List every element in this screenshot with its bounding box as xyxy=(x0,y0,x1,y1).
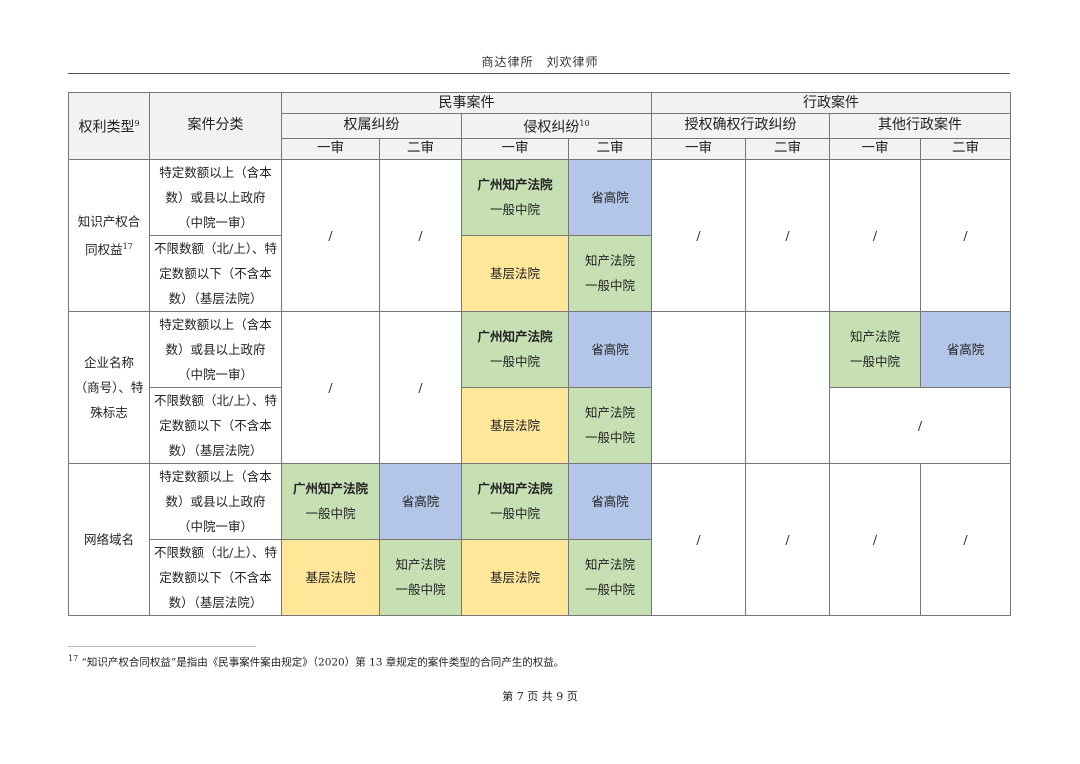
right-type-cell: 企业名称（商号）、特殊标志 xyxy=(68,310,150,464)
table-row: 不限数额（北/上）、特定数额以下（不含本数）（基层法院） 基层法院 知产法院 一般… xyxy=(69,234,1011,312)
header-second: 二审 xyxy=(920,137,1011,160)
case-class-above: 特定数额以上（含本数）或县以上政府（中院一审） xyxy=(149,462,282,540)
header-second: 二审 xyxy=(745,137,830,160)
cell-slash: / xyxy=(745,158,830,312)
header-first: 一审 xyxy=(651,137,746,160)
table-row: 不限数额（北/上）、特定数额以下（不含本数）（基层法院） 基层法院 知产法院 一般… xyxy=(69,538,1011,616)
right-type-cell: 网络域名 xyxy=(68,462,150,616)
table-row: 知识产权合同权益17 特定数额以上（含本数）或县以上政府（中院一审） / / 广… xyxy=(68,158,1011,312)
cell-slash: / xyxy=(920,158,1011,312)
footnote-divider xyxy=(68,646,256,647)
case-class-above: 特定数额以上（含本数）或县以上政府（中院一审） xyxy=(149,310,282,388)
cell-slash: / xyxy=(281,158,380,312)
case-class-below: 不限数额（北/上）、特定数额以下（不含本数）（基层法院） xyxy=(149,538,282,616)
right-type-cell: 知识产权合同权益17 xyxy=(68,158,150,312)
cell-court: 基层法院 xyxy=(281,538,380,616)
cell-court: 省高院 xyxy=(920,310,1011,388)
cell-court: 广州知产法院 一般中院 xyxy=(461,158,569,236)
case-class-below: 不限数额（北/上）、特定数额以下（不含本数）（基层法院） xyxy=(149,234,282,312)
header-divider xyxy=(68,73,1010,74)
cell-court: 省高院 xyxy=(568,158,652,236)
header-first: 一审 xyxy=(281,137,380,160)
cell-court: 知产法院 一般中院 xyxy=(568,234,652,312)
case-class-above: 特定数额以上（含本数）或县以上政府（中院一审） xyxy=(149,158,282,236)
cell-court: 省高院 xyxy=(568,310,652,388)
header-admin: 行政案件 xyxy=(651,92,1011,114)
table-row: 网络域名 特定数额以上（含本数）或县以上政府（中院一审） 广州知产法院 一般中院 … xyxy=(68,462,1011,616)
cell-slash: / xyxy=(379,310,462,464)
header-grant: 授权确权行政纠纷 xyxy=(651,113,830,139)
cell-empty xyxy=(651,310,746,464)
table-row: 不限数额（北/上）、特定数额以下（不含本数）（基层法院） 基层法院 知产法院 一般… xyxy=(69,386,1011,464)
cell-slash: / xyxy=(920,462,1011,616)
cell-slash: / xyxy=(651,158,746,312)
header-other-admin: 其他行政案件 xyxy=(829,113,1011,139)
cell-court: 广州知产法院 一般中院 xyxy=(461,462,569,540)
cell-court: 广州知产法院 一般中院 xyxy=(461,310,569,388)
cell-slash: / xyxy=(379,158,462,312)
page-header: 商达律所 刘欢律师 xyxy=(481,55,599,69)
cell-slash: / xyxy=(651,462,746,616)
header-first: 一审 xyxy=(829,137,921,160)
cell-court: 省高院 xyxy=(379,462,462,540)
cell-court: 知产法院 一般中院 xyxy=(568,386,652,464)
cell-empty xyxy=(745,310,830,464)
cell-court: 知产法院 一般中院 xyxy=(568,538,652,616)
page-number: 第 7 页 共 9 页 xyxy=(502,690,578,703)
cell-slash: / xyxy=(281,310,380,464)
cell-court: 知产法院 一般中院 xyxy=(379,538,462,616)
jurisdiction-table: 权利类型9 案件分类 民事案件 行政案件 权属纠纷 侵权纠纷10 授权确权行政纠… xyxy=(68,92,1011,616)
cell-court: 省高院 xyxy=(568,462,652,540)
cell-court: 基层法院 xyxy=(461,386,569,464)
cell-court: 知产法院 一般中院 xyxy=(829,310,921,388)
header-first: 一审 xyxy=(461,137,569,160)
header-second: 二审 xyxy=(379,137,462,160)
cell-court: 基层法院 xyxy=(461,538,569,616)
cell-court: 广州知产法院 一般中院 xyxy=(281,462,380,540)
cell-slash: / xyxy=(829,386,1011,464)
header-civil: 民事案件 xyxy=(281,92,652,114)
header-case-class: 案件分类 xyxy=(149,92,282,160)
header-second: 二审 xyxy=(568,137,652,160)
cell-slash: / xyxy=(829,462,921,616)
header-infringement: 侵权纠纷10 xyxy=(461,113,652,139)
cell-slash: / xyxy=(829,158,921,312)
cell-court: 基层法院 xyxy=(461,234,569,312)
case-class-below: 不限数额（北/上）、特定数额以下（不含本数）（基层法院） xyxy=(149,386,282,464)
header-right-type: 权利类型9 xyxy=(68,92,150,160)
cell-slash: / xyxy=(745,462,830,616)
table-row: 企业名称（商号）、特殊标志 特定数额以上（含本数）或县以上政府（中院一审） / … xyxy=(68,310,1011,464)
footnote: 17 “知识产权合同权益”是指由《民事案件案由规定》（2020）第 13 章规定… xyxy=(68,654,565,669)
header-ownership: 权属纠纷 xyxy=(281,113,462,139)
